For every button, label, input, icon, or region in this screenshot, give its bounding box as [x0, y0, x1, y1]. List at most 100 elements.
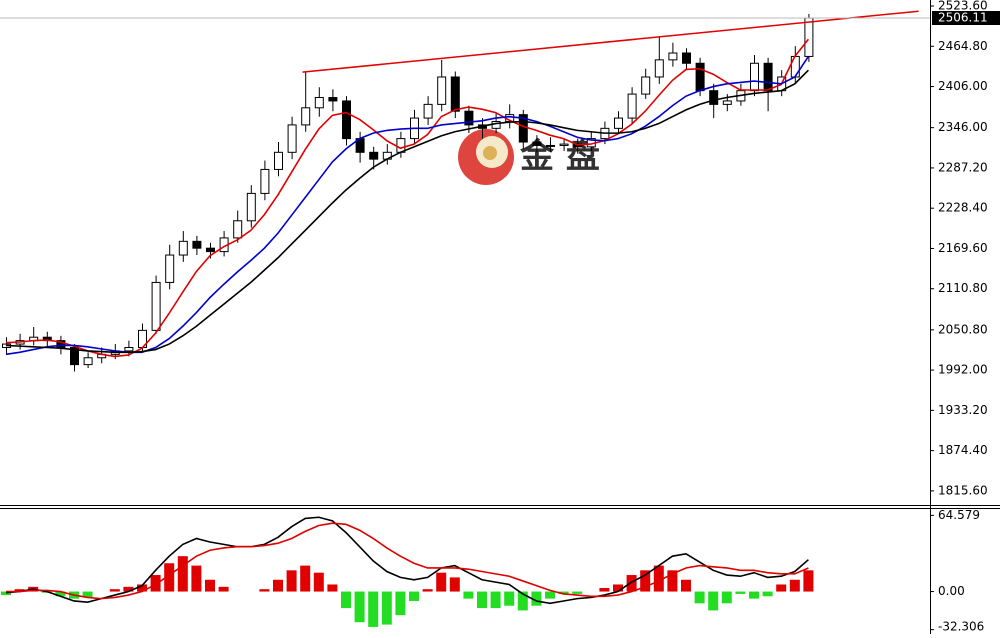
y-tick-label: 2228.40 — [938, 201, 988, 215]
macd-histogram-bar — [640, 570, 651, 592]
macd-y-tick-label: 0.00 — [938, 584, 965, 598]
macd-histogram-bar — [721, 591, 732, 604]
candle-body — [83, 357, 93, 366]
candle-body — [709, 90, 719, 105]
candle-body — [151, 281, 161, 331]
macd-histogram-bar — [667, 570, 678, 592]
candle-body — [423, 103, 433, 119]
candle-body — [328, 97, 338, 102]
macd-y-tick-label: 64.579 — [938, 508, 980, 522]
macd-signal-line — [6, 522, 809, 600]
macd-main-line — [5, 516, 809, 605]
candle-body — [804, 17, 814, 57]
macd-histogram-bar — [395, 591, 406, 616]
y-tick-label: 2523.60 — [938, 0, 988, 13]
macd-histogram-bar — [490, 591, 501, 609]
macd-histogram-bar — [82, 591, 93, 598]
y-tick-label: 2050.80 — [938, 322, 988, 336]
macd-histogram-bar — [327, 584, 338, 592]
candle-body — [314, 97, 324, 109]
y-tick-label: 1874.40 — [938, 443, 988, 457]
macd-histogram-bar — [55, 591, 66, 597]
candle-body — [668, 52, 678, 61]
macd-histogram-bar — [354, 591, 365, 623]
candle-body — [70, 346, 79, 366]
macd-histogram-bar — [1, 591, 11, 596]
candle-body — [654, 59, 664, 78]
candle-body — [369, 151, 379, 160]
candle-body — [546, 144, 555, 147]
candle-body — [192, 240, 202, 249]
macd-histogram-bar — [477, 591, 487, 609]
macd-histogram-bar — [150, 575, 161, 592]
macd-histogram-bar — [789, 579, 800, 592]
candle-body — [750, 62, 759, 92]
macd-histogram-bar — [109, 589, 120, 592]
y-tick-label: 2346.00 — [938, 120, 988, 134]
candle-body — [559, 143, 569, 146]
macd-histogram-bar — [164, 563, 175, 592]
macd-histogram-bar — [545, 591, 555, 599]
candle-body — [464, 110, 474, 126]
candle-body — [437, 76, 447, 105]
candle-body — [627, 93, 637, 119]
macd-histogram-bar — [409, 591, 419, 601]
candle-body — [342, 100, 351, 140]
candle-body — [233, 220, 243, 239]
candle-body — [722, 100, 732, 105]
macd-histogram-bar — [422, 589, 433, 592]
macd-histogram-bar — [436, 572, 447, 592]
macd-histogram-bar — [762, 591, 773, 597]
logo-dot — [483, 146, 497, 160]
moving-average — [5, 38, 810, 358]
macd-histogram-bar — [694, 591, 705, 604]
macd-histogram-bar — [613, 584, 623, 592]
candle-body — [124, 346, 134, 352]
candle-body — [301, 107, 311, 126]
macd-histogram-bar — [177, 556, 188, 592]
macd-histogram-bar — [191, 565, 202, 592]
macd-histogram-bar — [259, 589, 270, 592]
candle-body — [274, 151, 283, 170]
y-tick-label: 2287.20 — [938, 160, 988, 174]
y-tick-label: 2169.60 — [938, 241, 988, 255]
trendline — [302, 10, 919, 73]
macd-histogram-bar — [273, 579, 283, 592]
macd-histogram-bar — [572, 591, 583, 594]
current-price-box — [932, 11, 1000, 26]
macd-histogram-bar — [14, 589, 25, 592]
watermark-logo — [458, 129, 514, 185]
macd-histogram-bar — [449, 577, 460, 592]
macd-histogram-bar — [558, 591, 569, 594]
macd-histogram-bar — [653, 565, 664, 592]
macd-histogram-bar — [218, 586, 229, 592]
macd-histogram-bar — [626, 575, 637, 592]
macd-histogram-bar — [123, 586, 134, 592]
y-tick-label: 1933.20 — [938, 403, 988, 417]
macd-histogram-bar — [599, 588, 610, 592]
macd-histogram-bar — [531, 591, 542, 606]
candle-body — [763, 62, 773, 92]
macd-histogram-bar — [205, 579, 215, 592]
macd-histogram-bar — [517, 591, 528, 611]
candle-body — [695, 62, 705, 92]
candle-body — [532, 141, 542, 146]
y-tick-label: 1992.00 — [938, 363, 988, 377]
y-tick-label: 2406.00 — [938, 79, 988, 93]
candle-body — [246, 192, 256, 222]
candle-body — [450, 76, 460, 112]
candle-body — [641, 76, 651, 95]
macd-histogram-bar — [463, 591, 474, 599]
macd-y-tick-label: -32.306 — [938, 620, 984, 634]
macd-histogram-bar — [381, 591, 392, 625]
macd-histogram-bar — [368, 591, 379, 627]
macd-histogram-bar — [313, 572, 324, 592]
candle-body — [260, 168, 270, 194]
macd-histogram-bar — [735, 591, 746, 594]
candle-body — [682, 52, 691, 64]
candle-body — [287, 124, 297, 153]
macd-histogram-bar — [137, 584, 147, 592]
candle-body — [178, 240, 188, 256]
